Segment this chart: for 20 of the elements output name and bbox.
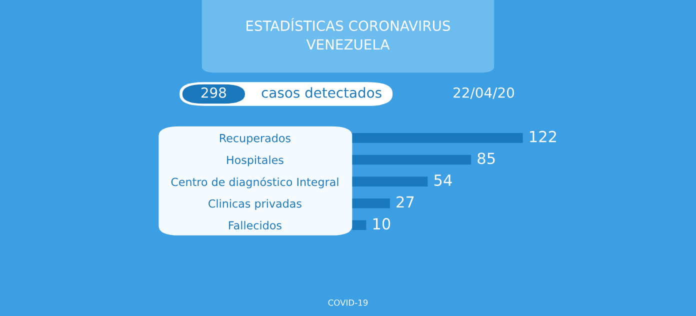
- data-label: 122: [530, 130, 556, 142]
- data-label: 10: [373, 218, 390, 230]
- text: casos detectados: [262, 87, 382, 98]
- bar: [352, 220, 366, 230]
- chart-title: ESTADÍSTICAS CORONAVIRUS VENEZUELA: [246, 18, 450, 50]
- text: 22/04/20: [454, 87, 514, 99]
- bar: [352, 176, 428, 186]
- bar: [352, 154, 472, 165]
- y-tick-label: Clinicas privadas: [208, 199, 302, 210]
- text: COVID-19: [328, 299, 368, 306]
- text: 298: [201, 87, 226, 98]
- data-label: 27: [396, 196, 414, 208]
- data-label: 85: [478, 152, 495, 164]
- y-tick-label: Fallecidos: [229, 220, 282, 230]
- y-tick-label: Hospitales: [227, 156, 284, 166]
- data-label: 54: [434, 174, 452, 186]
- y-tick-label: Recuperados: [220, 134, 290, 144]
- bar: [352, 133, 523, 143]
- y-tick-label: Centro de diagnóstico Integral: [171, 177, 338, 188]
- bar: [352, 198, 390, 208]
